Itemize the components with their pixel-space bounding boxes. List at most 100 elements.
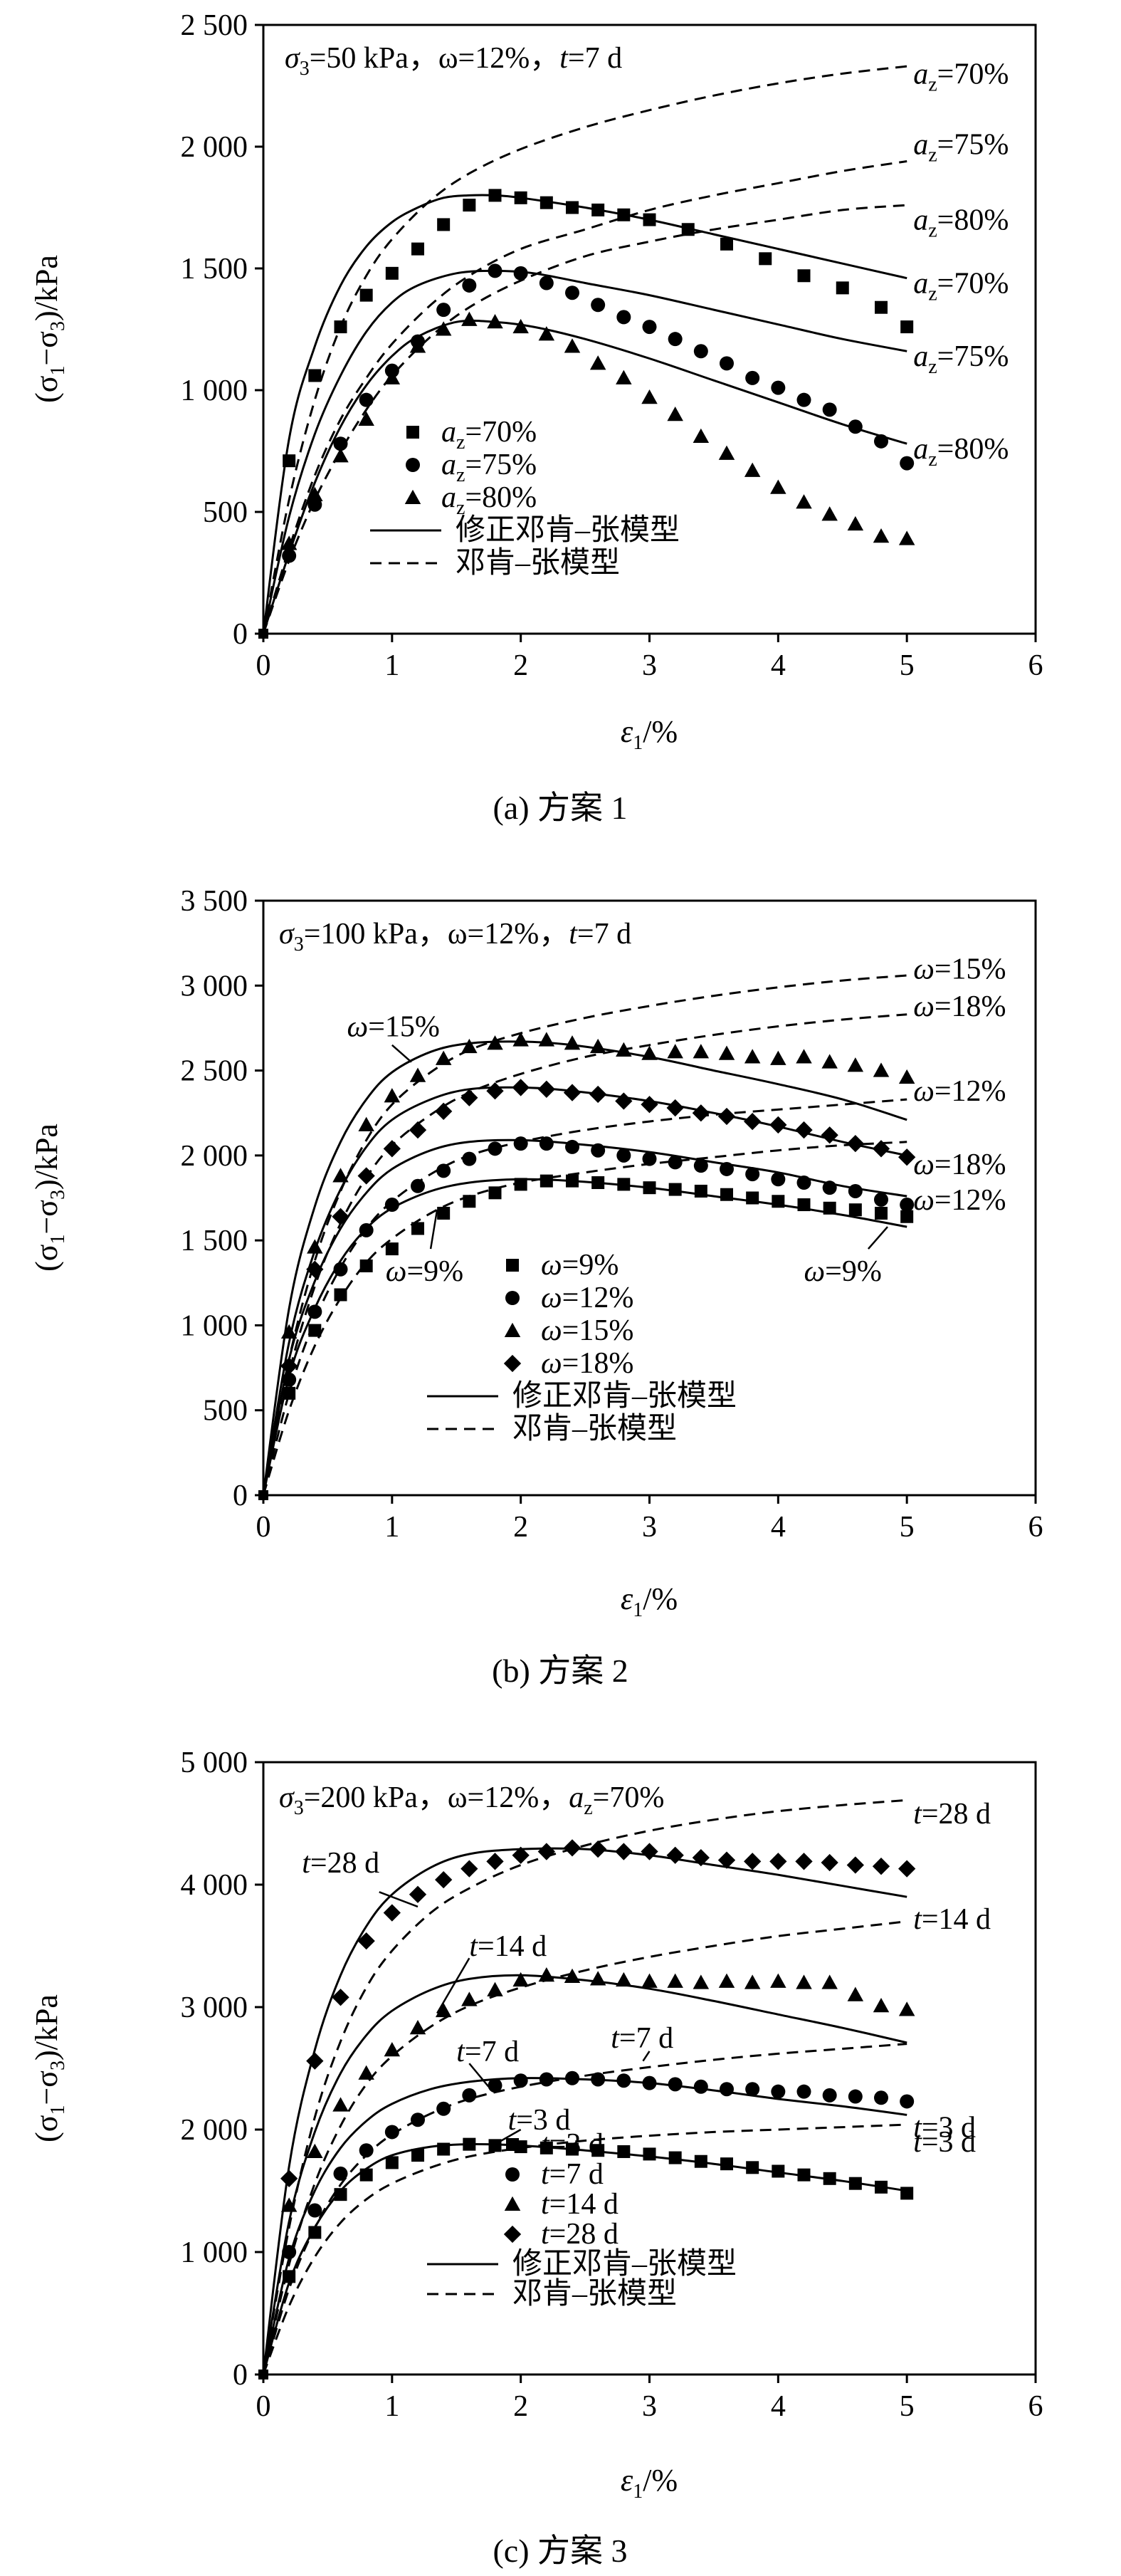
data-point-square (720, 2157, 733, 2170)
curve-annotation: t=28 d (302, 1847, 379, 1880)
y-axis-label: (σ1−σ3)/kPa (29, 1994, 69, 2142)
y-tick-label: 5 000 (181, 1747, 248, 1779)
data-point-diamond (873, 1858, 890, 1875)
data-point-diamond (564, 1839, 581, 1856)
data-point-circle (488, 1141, 502, 1156)
data-point-diamond (384, 1140, 401, 1157)
data-point-square (643, 1181, 656, 1194)
data-point-circle (874, 434, 888, 449)
data-point-square (591, 1176, 604, 1189)
data-point-circle (462, 2088, 476, 2103)
data-point-square (566, 1175, 579, 1188)
data-point-triangle (332, 1168, 349, 1182)
data-point-square (823, 2172, 836, 2185)
data-point-square (617, 2145, 630, 2158)
data-point-diamond (615, 1092, 632, 1109)
data-point-square (772, 2164, 784, 2177)
data-point-triangle (505, 2197, 521, 2211)
data-point-circle (848, 2090, 863, 2104)
data-point-square (772, 1195, 784, 1208)
data-point-circle (385, 1198, 399, 1212)
data-point-diamond (486, 1853, 503, 1870)
data-point-triangle (358, 412, 374, 426)
x-tick-label: 2 (513, 2390, 528, 2423)
data-point-circle (616, 2073, 631, 2088)
data-point-circle (462, 278, 476, 293)
annotation-leader-line (868, 1227, 888, 1249)
data-point-triangle (899, 2001, 915, 2016)
data-point-square (489, 189, 502, 201)
data-point-triangle (332, 448, 349, 462)
x-tick-label: 1 (384, 1511, 399, 1544)
data-point-triangle (796, 1049, 812, 1063)
data-point-square (695, 1185, 707, 1198)
data-point-diamond (847, 1135, 864, 1152)
data-point-circle (848, 1184, 863, 1198)
data-point-circle (565, 1140, 579, 1154)
data-point-diamond (641, 1843, 658, 1860)
data-point-triangle (505, 1323, 521, 1337)
data-point-diamond (504, 1355, 521, 1372)
data-point-diamond (538, 1843, 555, 1860)
y-tick-label: 2 000 (181, 2114, 248, 2147)
data-point-triangle (539, 1032, 555, 1046)
data-point-diamond (306, 2053, 323, 2070)
data-point-circle (771, 2085, 785, 2099)
data-point-square (849, 2177, 862, 2190)
data-point-square (643, 2147, 656, 2160)
curve-end-label: ω=18% (913, 1148, 1006, 1181)
chart-panel-a: σ3=50 kPa，ω=12%，t=7 d 0 1 2 3 4 5 605001 0001 … (29, 9, 1043, 826)
data-point-triangle (564, 1035, 581, 1049)
data-point-circle (643, 1152, 657, 1166)
data-point-square (258, 629, 268, 639)
data-point-square (411, 2149, 424, 2162)
curve-annotation: t=7 d (611, 2022, 673, 2055)
data-point-square (798, 1198, 811, 1211)
data-point-triangle (461, 1991, 478, 2006)
data-point-square (759, 252, 772, 265)
data-point-circle (668, 2077, 683, 2091)
data-point-circle (900, 456, 914, 471)
x-tick-label: 4 (771, 2390, 786, 2423)
data-point-square (591, 204, 604, 216)
data-point-triangle (848, 516, 864, 530)
data-point-circle (282, 549, 296, 563)
data-point-circle (462, 1152, 476, 1166)
data-point-circle (359, 393, 374, 407)
x-tick-label: 6 (1028, 1511, 1043, 1544)
data-point-square (283, 454, 295, 467)
curve-end-label: az=75% (913, 340, 1009, 378)
data-point-diamond (769, 1853, 786, 1870)
data-point-triangle (436, 2003, 452, 2017)
data-point-diamond (409, 1121, 426, 1138)
data-point-triangle (821, 506, 838, 520)
data-point-triangle (461, 312, 478, 326)
data-point-diamond (384, 1904, 401, 1921)
data-point-circle (514, 1136, 528, 1151)
x-axis-label: ε1/% (621, 2463, 678, 2503)
data-point-diamond (435, 1103, 452, 1120)
x-tick-label: 3 (642, 1511, 657, 1544)
data-point-square (258, 1490, 268, 1500)
x-tick-label: 1 (384, 2390, 399, 2423)
data-point-circle (874, 2090, 888, 2105)
data-point-square (335, 1288, 347, 1301)
data-point-square (360, 2169, 373, 2182)
legend-solid-label: 修正邓肯–张模型 (512, 1380, 737, 1413)
data-point-square (463, 199, 475, 211)
condition-text: σ3=50 kPa，ω=12%，t=7 d (285, 42, 622, 80)
data-point-triangle (796, 1974, 812, 1989)
data-point-circle (514, 2073, 528, 2088)
data-point-circle (694, 1158, 708, 1173)
data-point-diamond (538, 1081, 555, 1098)
data-point-triangle (384, 1088, 401, 1102)
data-point-triangle (461, 1039, 478, 1053)
data-point-triangle (719, 1045, 735, 1059)
x-tick-label: 3 (642, 2390, 657, 2423)
data-point-square (875, 301, 888, 314)
curve-annotation: ω=15% (347, 1011, 440, 1044)
legend: ω=9%ω=12%ω=15%ω=18%修正邓肯–张模型邓肯–张模型 (427, 1249, 737, 1445)
y-tick-label: 2 000 (181, 131, 248, 164)
data-point-square (463, 1195, 475, 1208)
data-point-triangle (358, 2065, 374, 2080)
